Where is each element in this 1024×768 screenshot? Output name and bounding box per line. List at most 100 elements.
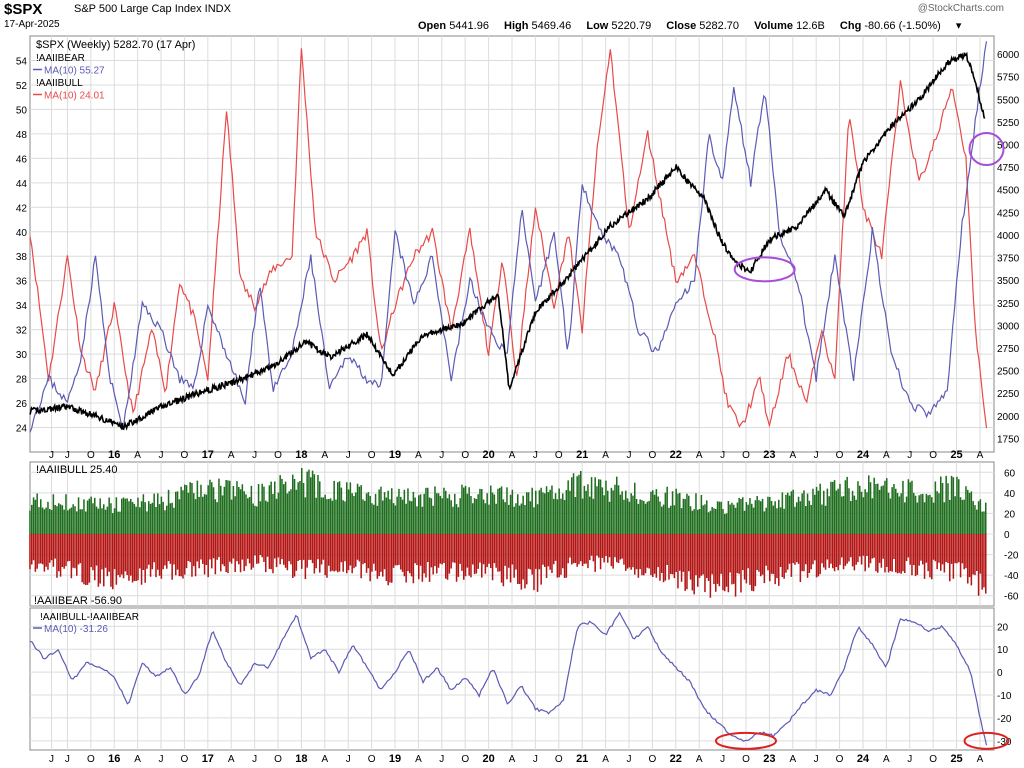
x-tick-label: O: [648, 754, 656, 765]
x-tick-label: A: [883, 754, 890, 765]
highlight-circle: [733, 256, 796, 283]
panel2-title: !AAIIBULL 25.40: [36, 464, 118, 476]
y-left-tick-label: 24: [16, 424, 28, 435]
chart-date: 17-Apr-2025: [4, 19, 60, 30]
y-right-tick-label: -40: [1004, 571, 1019, 582]
x-tick-label: J: [439, 450, 444, 461]
x-tick-label: J: [439, 754, 444, 765]
bull-ma-line: [29, 48, 988, 429]
x-tick-label: 23: [763, 753, 775, 765]
x-tick-label: O: [742, 754, 750, 765]
annotation-circles: [714, 132, 1010, 750]
y-left-tick-label: 28: [16, 375, 28, 386]
y-right-tick-label: 3250: [997, 299, 1020, 310]
x-tick-label: 24: [857, 449, 870, 461]
x-tick-label: 21: [576, 753, 588, 765]
y-left-tick-label: 40: [16, 228, 28, 239]
x-tick-label: 23: [763, 449, 775, 461]
close-label: Close: [666, 20, 697, 32]
x-tick-label: J: [720, 450, 725, 461]
x-tick-label: A: [134, 754, 141, 765]
y-right-tick-label: -30: [997, 737, 1012, 748]
ohlc-summary: Open 5441.96 High 5469.46 Low 5220.79 Cl…: [418, 19, 967, 32]
highlight-circle: [714, 731, 777, 750]
x-tick-label: O: [836, 450, 844, 461]
x-tick-label: A: [602, 754, 609, 765]
x-tick-label: 20: [482, 753, 494, 765]
y-right-tick-label: 5250: [997, 118, 1020, 129]
y-right-tick-label: 3000: [997, 321, 1020, 332]
x-tick-label: O: [742, 450, 750, 461]
x-tick-label: O: [368, 754, 376, 765]
y-right-tick-label: 3750: [997, 254, 1020, 265]
x-tick-label: O: [87, 450, 95, 461]
x-tick-label: 17: [202, 449, 214, 461]
low-label: Low: [586, 20, 609, 32]
x-tick-label: A: [789, 450, 796, 461]
x-tick-label: O: [274, 754, 282, 765]
y-right-tick-label: 4750: [997, 163, 1020, 174]
y-right-tick-label: 5500: [997, 95, 1020, 106]
x-tick-label: 25: [950, 753, 962, 765]
x-tick-label: J: [533, 754, 538, 765]
y-right-tick-label: -10: [997, 691, 1012, 702]
chevron-down-icon[interactable]: ▾: [955, 20, 962, 32]
low-value: 5220.79: [611, 20, 652, 32]
x-tick-label: 17: [202, 753, 214, 765]
y-right-tick-label: 20: [1004, 509, 1016, 520]
x-tick-label: J: [814, 754, 819, 765]
y-left-tick-label: 26: [16, 399, 28, 410]
x-tick-label: A: [883, 450, 890, 461]
x-tick-label: 18: [295, 753, 307, 765]
y-left-tick-label: 32: [16, 326, 28, 337]
x-tick-label: J: [346, 450, 351, 461]
y-right-tick-label: 6000: [997, 50, 1020, 61]
x-tick-label: O: [181, 754, 189, 765]
x-tick-label: J: [65, 754, 70, 765]
price-sentiment-panel: 24 26 28 30 32 34 36 38 40 42 44 46 48 50 52 54 1750 2000…: [16, 35, 1020, 453]
y-right-tick-label: 10: [997, 645, 1009, 656]
y-right-tick-label: 2000: [997, 412, 1020, 423]
y-right-tick-label: 4000: [997, 231, 1020, 242]
y-left-tick-label: 54: [16, 56, 28, 67]
y-right-tick-label: 5000: [997, 141, 1020, 152]
open-value: 5441.96: [449, 20, 489, 32]
x-tick-label: A: [977, 754, 984, 765]
y-right-tick-label: 3500: [997, 276, 1020, 287]
volume-label: Volume: [754, 20, 794, 32]
x-tick-label: J: [907, 754, 912, 765]
y-left-tick-label: 38: [16, 252, 28, 263]
x-tick-label: J: [49, 450, 54, 461]
x-tick-label: J: [533, 450, 538, 461]
x-tick-label: 22: [670, 449, 682, 461]
x-tick-label: J: [159, 754, 164, 765]
stockcharts-credit[interactable]: @StockCharts.com: [917, 3, 1004, 14]
x-tick-label: A: [321, 450, 328, 461]
y-right-tick-label: 1750: [997, 434, 1020, 445]
chart-symbol: $SPX: [4, 1, 43, 18]
x-tick-label: O: [648, 450, 656, 461]
panel1-title: $SPX (Weekly) 5282.70 (17 Apr): [36, 39, 195, 51]
y-left-tick-label: 44: [16, 179, 28, 190]
legend-entry: MA(10) 55.27: [44, 66, 105, 77]
x-tick-label: A: [977, 450, 984, 461]
x-tick-label: J: [252, 450, 257, 461]
chart-index-name: S&P 500 Large Cap Index INDX: [74, 3, 231, 15]
highlight-circle: [963, 731, 1010, 750]
x-tick-label: O: [461, 754, 469, 765]
y-right-tick-label: 0: [1004, 530, 1010, 541]
x-tick-label: J: [626, 754, 631, 765]
x-tick-label: A: [696, 450, 703, 461]
y-left-tick-label: 46: [16, 154, 28, 165]
x-tick-label: A: [789, 754, 796, 765]
x-tick-label: J: [626, 450, 631, 461]
high-value: 5469.46: [531, 20, 572, 32]
x-tick-label: J: [65, 450, 70, 461]
y-left-tick-label: 48: [16, 130, 28, 141]
x-tick-label: 25: [950, 449, 962, 461]
panel3-title: !AAIIBULL-!AAIIBEAR: [40, 612, 139, 623]
y-right-tick-label: 4500: [997, 186, 1020, 197]
x-tick-label: 16: [108, 449, 120, 461]
x-tick-label: O: [368, 450, 376, 461]
